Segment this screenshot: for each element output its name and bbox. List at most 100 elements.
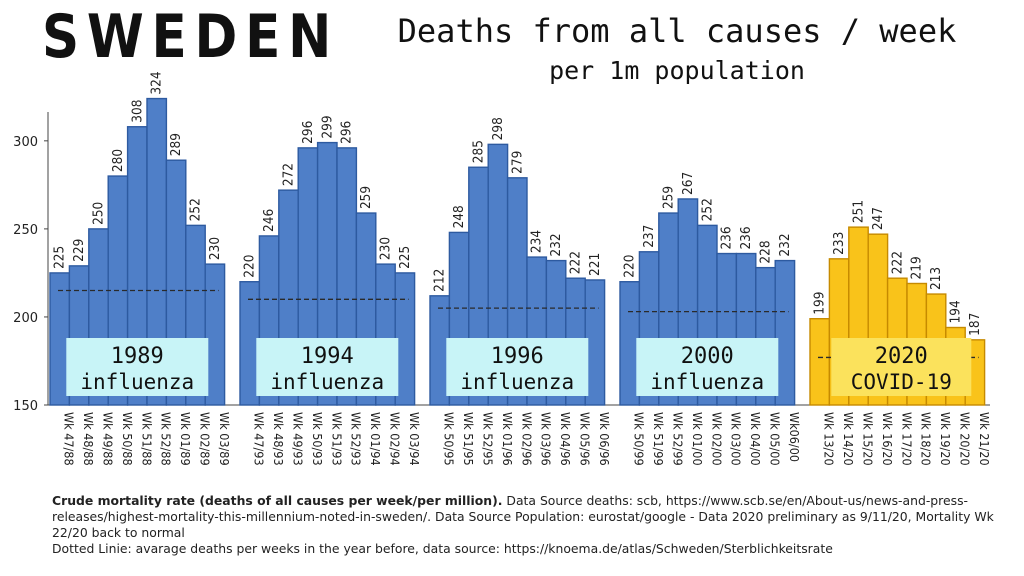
x-tick-label: Wk 51/95 <box>461 412 476 466</box>
data-label: 299 <box>319 115 335 138</box>
x-tick-label: Wk 49/93 <box>291 412 306 466</box>
data-label: 267 <box>680 172 696 195</box>
data-label: 229 <box>71 239 87 262</box>
x-tick-label: Wk 02/96 <box>519 412 534 466</box>
group-label-box <box>256 338 399 396</box>
x-tick-label: Wk 01/00 <box>690 412 705 466</box>
data-label: 212 <box>432 269 448 292</box>
x-tick-label: Wk 49/88 <box>101 412 116 466</box>
group-label-year: 1994 <box>301 344 354 369</box>
x-tick-label: Wk 04/00 <box>748 412 763 466</box>
data-label: 252 <box>699 198 715 221</box>
bar <box>204 263 226 406</box>
data-label: 246 <box>261 209 277 232</box>
x-tick-label: Wk 15/20 <box>861 412 876 466</box>
x-tick-label: Wk 05/96 <box>578 412 593 466</box>
data-label: 308 <box>129 100 145 123</box>
x-tick-label: Wk 50/99 <box>632 412 647 466</box>
data-label: 230 <box>207 237 223 260</box>
x-tick-label: Wk 50/88 <box>120 412 135 466</box>
x-tick-label: Wk 52/99 <box>671 412 686 466</box>
data-label: 236 <box>738 226 754 249</box>
data-label: 250 <box>91 202 107 225</box>
data-label: 285 <box>471 140 487 163</box>
data-label: 247 <box>870 207 886 230</box>
x-tick-label: Wk 06/96 <box>597 412 612 466</box>
data-label: 234 <box>529 230 545 253</box>
footnote-text: Data Source deaths: scb, https://www.scb… <box>52 493 994 540</box>
x-tick-label: Wk 18/20 <box>919 412 934 466</box>
x-tick-label: Wk 51/88 <box>139 412 154 466</box>
group-label-cause: influenza <box>460 370 574 394</box>
data-label: 296 <box>339 121 355 144</box>
data-label: 194 <box>948 300 964 323</box>
data-label: 222 <box>889 251 905 274</box>
group-label-year: 2000 <box>681 344 734 369</box>
data-label: 259 <box>661 186 677 209</box>
x-tick-label: Wk 02/94 <box>388 412 403 466</box>
x-tick-label: Wk 50/95 <box>442 412 457 466</box>
y-tick-label: 300 <box>13 135 38 150</box>
x-tick-label: Wk 47/93 <box>252 412 267 466</box>
data-label: 272 <box>281 163 297 186</box>
country-title: SWEDEN <box>42 2 340 72</box>
data-label: 199 <box>812 292 828 315</box>
data-label: 296 <box>300 121 316 144</box>
group-label-year: 2020 <box>875 344 928 369</box>
bar <box>774 259 796 406</box>
chart-subtitle: per 1m population <box>549 56 805 85</box>
x-tick-label: Wk 01/96 <box>500 412 515 466</box>
x-tick-label: Wk 02/89 <box>198 412 213 466</box>
data-label: 280 <box>110 149 126 172</box>
group-label-cause: influenza <box>270 370 384 394</box>
data-label: 236 <box>719 226 735 249</box>
x-tick-label: Wk 16/20 <box>880 412 895 466</box>
group-label-box <box>831 338 972 396</box>
data-label: 220 <box>242 255 258 278</box>
x-tick-label: Wk 19/20 <box>938 412 953 466</box>
x-tick-label: Wk 21/20 <box>977 412 992 466</box>
data-label: 225 <box>397 246 413 269</box>
y-tick-label: 200 <box>13 311 38 326</box>
chart-title: Deaths from all causes / week <box>397 12 957 50</box>
x-tick-label: Wk06/00 <box>787 412 802 462</box>
x-tick-label: Wk 52/95 <box>481 412 496 466</box>
x-tick-label: Wk 03/00 <box>729 412 744 466</box>
x-tick-label: Wk 20/20 <box>958 412 973 466</box>
group-label-cause: influenza <box>650 370 764 394</box>
footnote: Crude mortality rate (deaths of all caus… <box>52 493 1012 557</box>
x-tick-label: Wk 50/93 <box>310 412 325 466</box>
data-label: 230 <box>378 237 394 260</box>
data-label: 259 <box>358 186 374 209</box>
footnote-bold: Crude mortality rate (deaths of all caus… <box>52 493 503 508</box>
group-label-year: 1989 <box>111 344 164 369</box>
y-tick-label: 150 <box>13 399 38 414</box>
y-tick-label: 250 <box>13 223 38 238</box>
data-label: 248 <box>451 205 467 228</box>
x-tick-label: Wk 04/96 <box>558 412 573 466</box>
data-label: 252 <box>188 198 204 221</box>
x-tick-label: Wk 01/94 <box>368 412 383 466</box>
group-label-box <box>66 338 209 396</box>
x-tick-label: Wk 47/88 <box>62 412 77 466</box>
x-tick-label: Wk 52/93 <box>349 412 364 466</box>
x-tick-label: Wk 17/20 <box>899 412 914 466</box>
data-label: 187 <box>967 313 983 336</box>
x-tick-label: Wk 13/20 <box>822 412 837 466</box>
x-tick-label: Wk 01/89 <box>178 412 193 466</box>
data-label: 233 <box>831 232 847 255</box>
group-label-year: 1996 <box>491 344 544 369</box>
x-tick-label: Wk 48/88 <box>81 412 96 466</box>
data-label: 221 <box>587 253 603 276</box>
x-tick-label: Wk 14/20 <box>841 412 856 466</box>
x-tick-label: Wk 02/00 <box>709 412 724 466</box>
x-tick-label: Wk 51/93 <box>329 412 344 466</box>
group-label-box <box>446 338 589 396</box>
data-label: 289 <box>168 133 184 156</box>
x-tick-label: Wk 03/94 <box>407 412 422 466</box>
data-label: 251 <box>851 200 867 223</box>
data-label: 222 <box>568 251 584 274</box>
x-tick-label: Wk 03/89 <box>217 412 232 466</box>
x-tick-label: Wk 48/93 <box>271 412 286 466</box>
data-label: 228 <box>758 240 774 263</box>
